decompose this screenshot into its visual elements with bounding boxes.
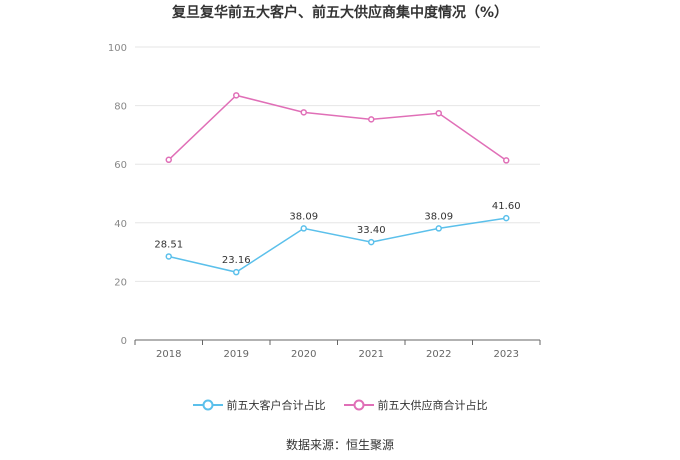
y-tick-label: 80	[114, 102, 127, 113]
legend-line-circle-icon	[343, 399, 374, 411]
series	[165, 92, 510, 276]
data-label: 41.60	[492, 201, 521, 212]
legend-line-circle-icon	[192, 399, 223, 411]
data-point	[233, 268, 240, 276]
data-label: 23.16	[222, 255, 251, 266]
gridlines	[135, 46, 540, 282]
line-chart: 0 20 40 60 80 100 2018 2019 2020 2021 2022 2023 28.…	[108, 43, 541, 360]
axes: 0 20 40 60 80 100 2018 2019 2020 2021 2022 2023	[108, 43, 541, 360]
chart-title: 复旦复华前五大客户、前五大供应商集中度情况（%）	[171, 5, 509, 21]
legend-item-suppliers[interactable]: 前五大供应商合计占比	[343, 397, 488, 413]
data-label: 38.09	[424, 211, 453, 222]
legend-label-suppliers: 前五大供应商合计占比	[377, 399, 488, 412]
legend: 前五大客户合计占比 前五大供应商合计占比	[0, 397, 680, 413]
series-line-suppliers	[168, 94, 507, 162]
source-note: 数据来源：恒生聚源	[285, 438, 394, 452]
data-labels: 28.51 23.16 38.09 33.40 38.09 41.60	[154, 201, 520, 266]
data-point	[503, 157, 510, 164]
x-tick-label: 2018	[156, 349, 181, 360]
data-label: 28.51	[154, 239, 183, 250]
y-tick-label: 20	[114, 277, 127, 288]
x-tick-label: 2019	[224, 349, 249, 360]
data-point	[165, 253, 172, 260]
data-point	[435, 225, 442, 232]
data-point	[368, 116, 375, 123]
x-tick-label: 2022	[426, 349, 451, 360]
data-point	[503, 214, 510, 222]
data-point	[435, 109, 442, 117]
x-tick-label: 2023	[494, 349, 519, 360]
x-tick-label: 2020	[291, 349, 316, 360]
x-tick-label: 2021	[359, 349, 384, 360]
y-tick-label: 60	[114, 160, 127, 171]
y-tick-label: 40	[114, 219, 127, 230]
data-point	[300, 225, 307, 232]
legend-item-customers[interactable]: 前五大客户合计占比	[192, 397, 326, 413]
y-tick-label: 0	[121, 336, 127, 347]
data-point	[368, 238, 375, 246]
y-tick-label: 100	[108, 43, 127, 54]
data-point	[165, 156, 172, 164]
data-label: 33.40	[357, 225, 386, 236]
legend-label-customers: 前五大客户合计占比	[226, 399, 326, 412]
data-point	[300, 109, 307, 116]
data-point	[233, 92, 240, 99]
data-label: 38.09	[289, 211, 318, 222]
series-line-customers	[168, 217, 507, 273]
